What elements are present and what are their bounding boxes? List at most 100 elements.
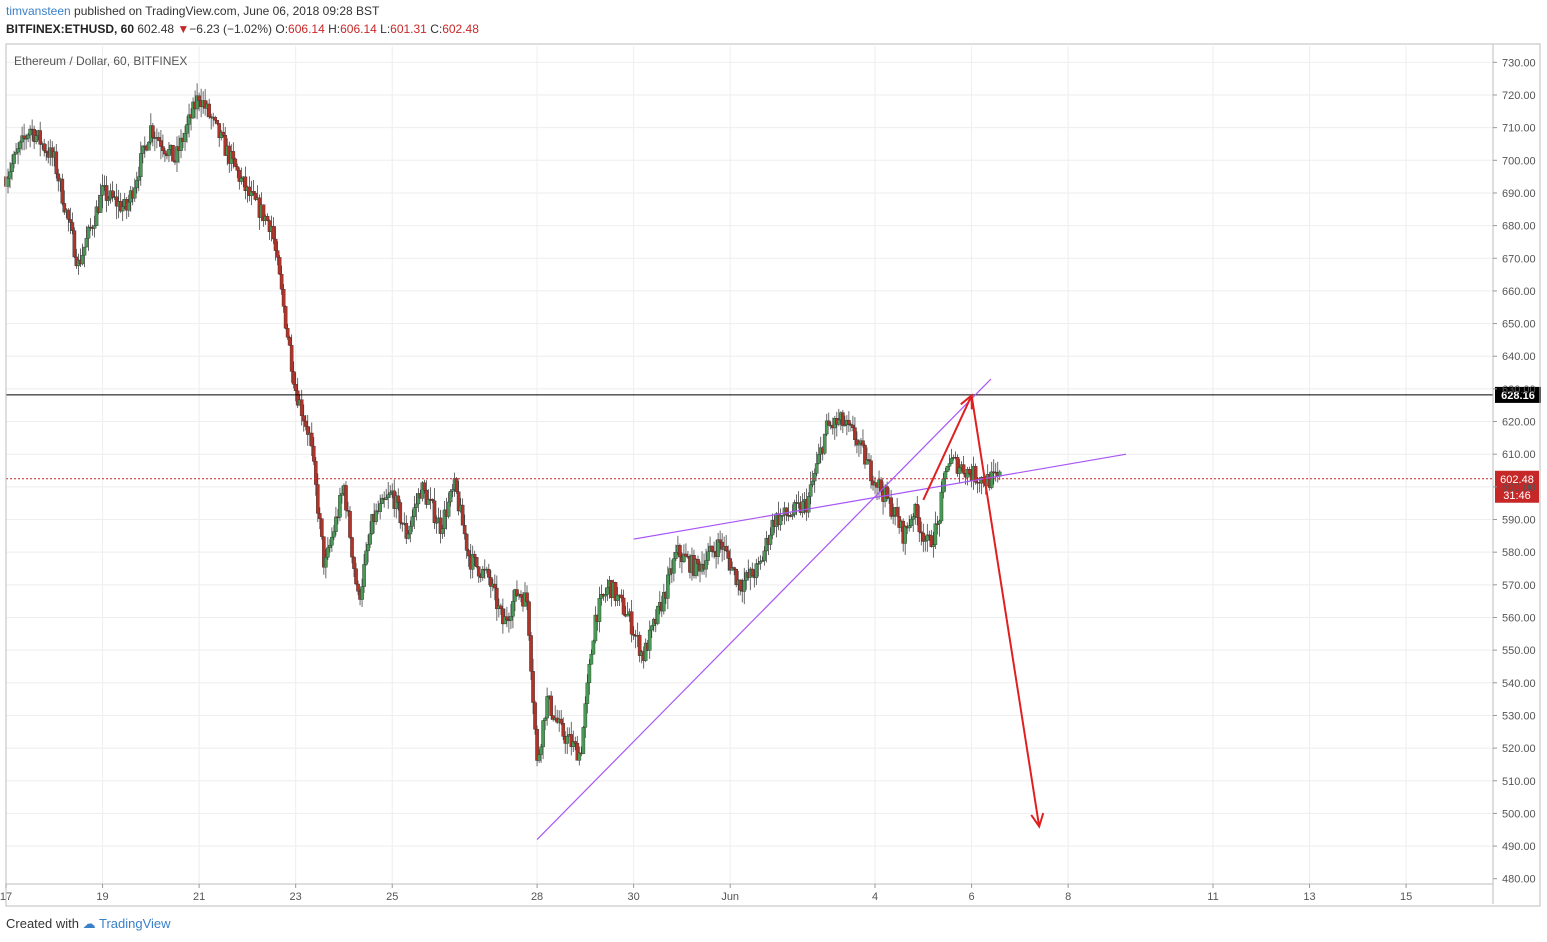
candle-body [311,445,316,462]
candle-body [837,419,841,425]
candle-body [362,564,366,587]
candle-body [106,198,111,201]
candle-body [287,337,292,346]
candle-body [738,579,743,591]
candle-body [758,560,763,564]
candle-body [275,250,280,258]
candle-body [720,541,724,550]
candle-body [921,532,926,542]
candle-body [826,420,831,426]
last-price-tag [1495,470,1539,503]
y-tick-label: 520.00 [1502,743,1536,755]
candle-body [464,533,469,551]
y-tick-label: 630.00 [1502,384,1536,396]
candle-body [66,209,71,220]
candle-body [239,177,244,182]
candle-body [70,222,75,231]
tradingview-logo-icon[interactable]: ☁ [82,916,99,931]
x-tick-label: 21 [193,891,205,903]
candle-body [386,494,391,498]
candle-body [515,589,519,597]
y-tick-label: 610.00 [1502,449,1536,461]
candle-body [414,503,419,508]
candle-body [191,101,195,119]
candle-body [422,482,427,491]
candle-body [945,465,950,472]
y-tick-label: 690.00 [1502,188,1536,200]
candle-body [961,464,966,474]
tradingview-link[interactable]: TradingView [99,916,171,931]
candle-body [291,371,296,385]
candle-body [678,545,682,558]
candle-body [529,635,533,672]
x-tick-label: Jun [721,891,739,903]
candle-body [822,433,827,454]
drawings-layer [536,378,1127,840]
candle-body [472,554,477,558]
candle-body [140,145,145,154]
x-tick-label: 23 [290,891,302,903]
candle-body [649,625,654,631]
candle-body [816,454,821,464]
candle-body [768,534,773,545]
candle-body [20,135,24,143]
candle-body [416,493,421,505]
candle-body [412,507,417,517]
candle-body [14,151,18,155]
candle-body [330,536,334,546]
y-tick-label: 580.00 [1502,547,1536,559]
candle-body [60,178,65,204]
candle-body [989,471,994,488]
projection-arrow-line [970,395,1041,827]
footer: Created with ☁ TradingView [6,916,171,932]
y-tick-label: 720.00 [1502,90,1536,102]
candle-body [271,226,276,240]
candle-body [814,463,819,474]
last-price-label: 602.48 [1500,474,1534,486]
y-tick-label: 620.00 [1502,417,1536,429]
candle-body [762,550,767,561]
candle-body [925,534,930,541]
close-value: 602.48 [442,22,479,36]
candle-body [420,482,425,499]
candle-body [388,492,393,495]
y-tick-label: 550.00 [1502,645,1536,657]
candle-body [955,457,960,474]
candle-body [581,727,586,754]
candle-body [94,206,99,226]
candle-body [336,516,340,519]
candle-body [973,466,978,483]
candle-body [486,568,491,578]
candle-body [684,553,688,557]
candle-body [430,499,435,502]
candle-body [704,560,708,570]
candle-body [410,516,415,527]
candle-body [812,473,817,482]
y-tick-label: 490.00 [1502,841,1536,853]
candle-body [489,577,493,587]
candle-body [279,273,284,290]
candle-body [22,135,26,139]
candle-body [213,117,218,121]
candle-body [710,545,714,552]
candle-body [175,146,179,163]
candle-body [851,424,855,428]
candle-body [724,546,728,552]
candle-body [322,536,326,568]
candle-body [943,471,948,480]
candle-body [605,587,610,595]
candle-body [531,671,535,703]
levels-layer: 628.16 602.48 31:46 [6,386,1541,503]
down-arrow-icon: ▼ [177,22,190,36]
candle-body [474,557,479,567]
candle-body [947,463,952,467]
candle-body [527,601,531,636]
x-tick-label: 28 [531,891,543,903]
arrow-head-icon [1030,812,1045,829]
candle-body [808,484,813,497]
candle-body [398,502,403,524]
author-link[interactable]: timvansteen [6,4,71,18]
candle-body [863,445,867,465]
candle-body [495,587,499,610]
